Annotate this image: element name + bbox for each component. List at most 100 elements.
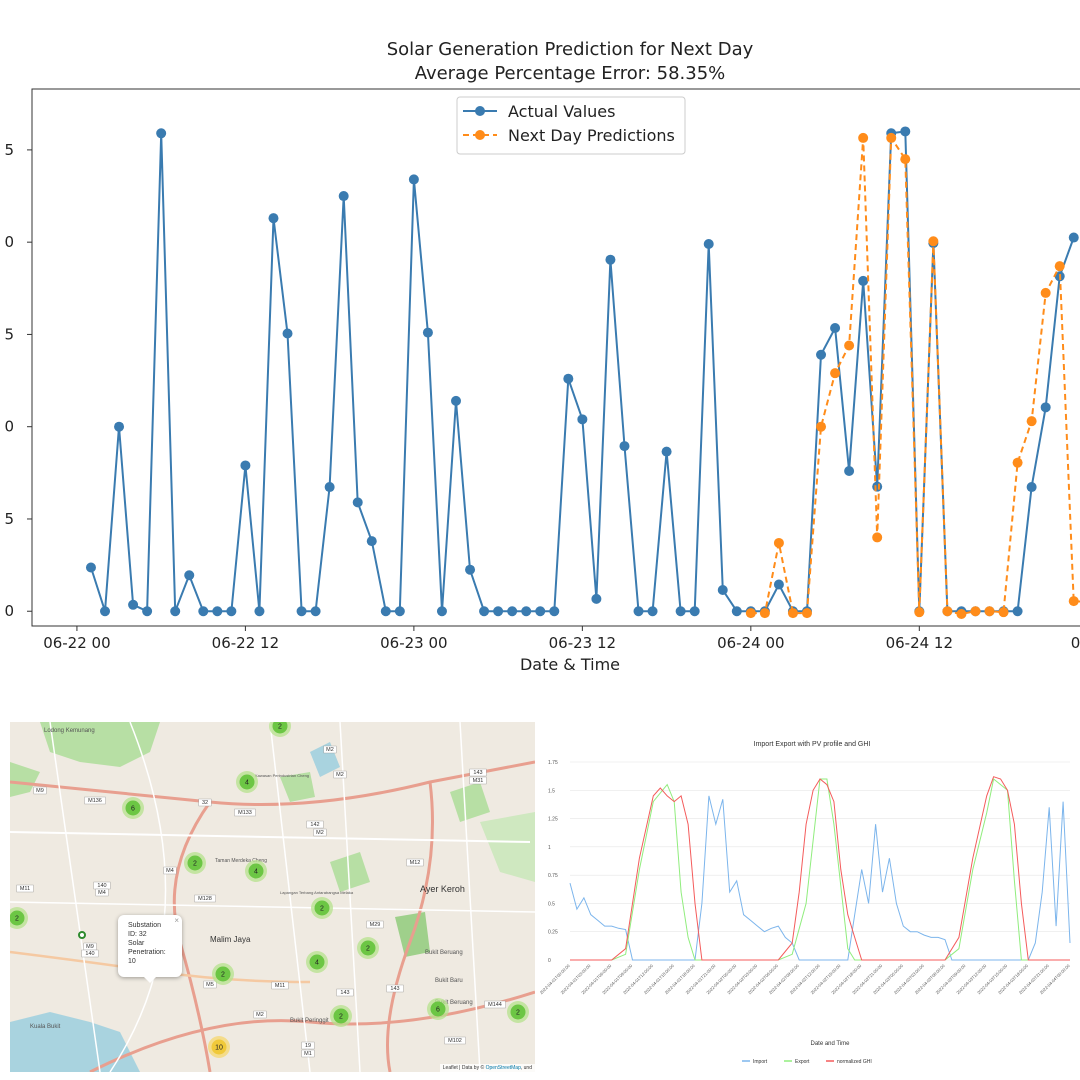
- actual-point: [731, 606, 742, 617]
- x-tick-label: 06-23 12: [549, 634, 616, 652]
- road-label: M9: [86, 944, 94, 950]
- actual-point: [577, 414, 588, 425]
- road-label: 143: [473, 770, 482, 776]
- cluster-marker[interactable]: [430, 1001, 446, 1017]
- prediction-point: [830, 368, 841, 379]
- actual-point: [703, 239, 714, 250]
- road-label: M1: [304, 1051, 312, 1057]
- prediction-point: [984, 606, 995, 617]
- cluster-marker[interactable]: [272, 722, 288, 734]
- park-area: [450, 782, 490, 822]
- place-label: Bukit Beruang: [425, 950, 463, 956]
- road-label: M9: [36, 788, 44, 794]
- close-icon[interactable]: ×: [174, 916, 179, 925]
- popup-line: 10: [128, 958, 136, 965]
- small-legend: Import Export normalized GHI: [742, 1059, 872, 1065]
- substation-map[interactable]: Ayer Keroh Malim Jaya Bukit Beruang Buki…: [10, 722, 535, 1072]
- actual-point: [128, 599, 139, 610]
- cluster-marker[interactable]: [309, 954, 325, 970]
- road-shield: [84, 796, 106, 805]
- marker-clusters[interactable]: 2 6 4 2 4 2 2 4 2 2 6 2 10 2: [10, 722, 529, 1058]
- attribution-link[interactable]: OpenStreetMap: [485, 1065, 521, 1071]
- cluster-marker[interactable]: [248, 863, 264, 879]
- gridlines: 0 0.25 0.5 0.75 1 1.25 1.5 1.75: [548, 760, 1070, 964]
- cluster-marker[interactable]: [187, 855, 203, 871]
- cluster-marker[interactable]: [125, 800, 141, 816]
- cluster-marker[interactable]: [333, 1008, 349, 1024]
- station-marker[interactable]: [78, 931, 86, 939]
- cluster-marker[interactable]: [360, 940, 376, 956]
- y-tick-label: 0.5: [548, 901, 555, 907]
- actual-point: [675, 606, 686, 617]
- solar-prediction-chart: Solar Generation Prediction for Next Day…: [4, 39, 1080, 674]
- actual-point: [465, 564, 476, 575]
- cluster-count: 10: [215, 1045, 223, 1052]
- place-label: Ayer Keroh: [420, 884, 465, 894]
- actual-point: [226, 606, 237, 617]
- actual-point: [394, 606, 405, 617]
- actual-point: [198, 606, 209, 617]
- cluster-marker[interactable]: [215, 966, 231, 982]
- actual-point: [521, 606, 532, 617]
- actual-point: [689, 606, 700, 617]
- chart-subtitle: Average Percentage Error: 58.35%: [415, 63, 726, 84]
- y-tick-label: 5: [4, 141, 14, 159]
- popup-line: Penetration:: [128, 949, 166, 956]
- cluster-marker[interactable]: [10, 910, 25, 926]
- actual-values-line: [90, 130, 1075, 613]
- road: [459, 722, 481, 1072]
- actual-point: [422, 327, 433, 338]
- actual-point: [408, 174, 419, 185]
- road-label: M12: [410, 860, 421, 866]
- place-label: Taman Merdeka Cheng: [215, 858, 267, 864]
- road-shield: [336, 988, 354, 997]
- actual-point: [605, 254, 616, 265]
- road-label: M29: [370, 922, 381, 928]
- place-label: Bukit Beruang: [435, 1000, 473, 1006]
- actual-point: [254, 606, 265, 617]
- road-shield: [333, 770, 347, 779]
- cluster-count: 2: [193, 861, 197, 868]
- actual-point: [436, 606, 447, 617]
- cluster-marker[interactable]: [211, 1039, 227, 1055]
- actual-point: [85, 562, 96, 573]
- road-shield: [203, 980, 217, 989]
- road-label: 140: [85, 951, 94, 957]
- prediction-point: [1012, 457, 1023, 468]
- legend-actual-label: Actual Values: [508, 102, 615, 121]
- legend-box: [456, 96, 686, 155]
- chart-title: Solar Generation Prediction for Next Day: [387, 39, 754, 60]
- actual-point: [661, 446, 672, 457]
- actual-point: [142, 606, 153, 617]
- road-shield: [95, 888, 109, 897]
- prediction-point: [801, 608, 812, 619]
- actual-point: [156, 128, 167, 139]
- cluster-count: 6: [436, 1007, 440, 1014]
- road-label: M11: [275, 983, 285, 989]
- y-tick-label: 0: [4, 602, 14, 620]
- cluster-marker[interactable]: [314, 900, 330, 916]
- legend-predicted-marker: [475, 130, 485, 140]
- prediction-point: [998, 607, 1009, 618]
- actual-point: [282, 328, 293, 339]
- sea: [10, 1012, 140, 1072]
- y-tick-label: 0.25: [548, 930, 558, 936]
- actual-point: [380, 606, 391, 617]
- road: [10, 831, 531, 843]
- road-shield: [386, 984, 404, 993]
- road-shield: [469, 776, 487, 785]
- road-shield: [484, 1000, 506, 1009]
- prediction-point: [816, 421, 827, 432]
- actual-point: [310, 606, 321, 617]
- cluster-marker[interactable]: [239, 774, 255, 790]
- legend-import-label: Import: [753, 1059, 768, 1065]
- actual-point: [479, 606, 490, 617]
- actual-point: [212, 606, 223, 617]
- cluster-marker[interactable]: [510, 1004, 526, 1020]
- map-attribution: Leaflet | Data by © OpenStreetMap, und: [439, 1064, 535, 1072]
- actual-point: [872, 481, 883, 492]
- actual-point: [563, 373, 574, 384]
- actual-point: [647, 606, 658, 617]
- prediction-point: [1040, 287, 1051, 298]
- x-tick-label: 06-22 12: [212, 634, 279, 652]
